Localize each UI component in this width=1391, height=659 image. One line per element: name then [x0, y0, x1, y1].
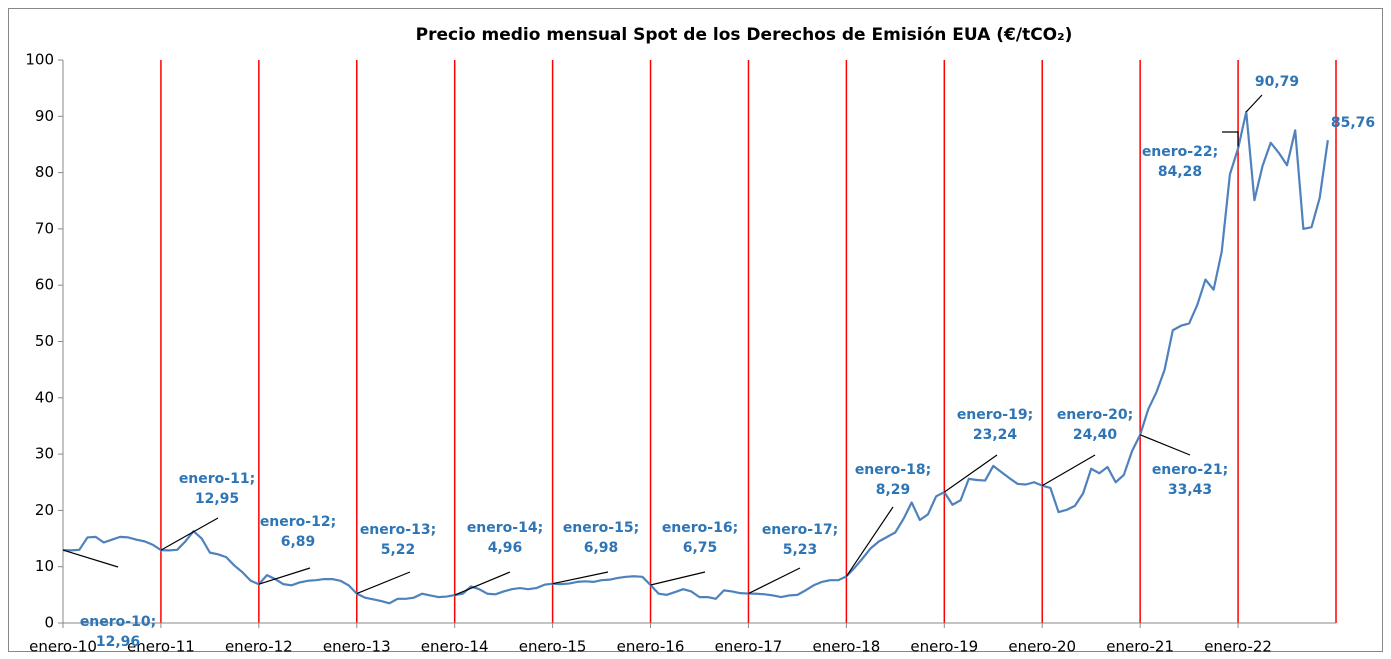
y-tick-label: 100	[25, 51, 54, 69]
data-label: enero-15; 6,98	[563, 520, 639, 556]
data-label-line: 23,24	[973, 427, 1018, 443]
chart-border	[8, 8, 1383, 652]
data-label-line: enero-16;	[662, 520, 738, 536]
data-label-line: 84,28	[1158, 164, 1202, 180]
x-tick-label: enero-22	[1204, 638, 1272, 656]
y-tick-label: 90	[35, 107, 54, 125]
data-label-line: 24,40	[1073, 427, 1118, 443]
leader-line	[845, 506, 894, 577]
leader-line	[454, 571, 511, 596]
data-label-line: 85,76	[1331, 115, 1375, 131]
data-label: enero-12; 6,89	[260, 514, 336, 550]
leader-line	[1139, 434, 1191, 456]
data-label-line: enero-15;	[563, 520, 639, 536]
data-label-line: enero-12;	[260, 514, 336, 530]
data-label-line: 5,23	[783, 542, 818, 558]
data-label-line: 90,79	[1255, 74, 1299, 90]
data-label-line: enero-19;	[957, 407, 1033, 423]
x-tick-label: enero-10	[29, 638, 97, 656]
leader-line	[1222, 131, 1239, 147]
data-label-line: 6,98	[584, 540, 619, 556]
y-tick-label: 30	[35, 445, 54, 463]
y-tick-label: 60	[35, 276, 54, 294]
data-label-line: 12,96	[96, 634, 140, 650]
data-label: enero-17; 5,23	[762, 522, 838, 558]
data-label: enero-21; 33,43	[1152, 462, 1228, 498]
data-label: enero-22; 84,28	[1142, 144, 1218, 180]
data-label-line: 33,43	[1168, 482, 1212, 498]
x-tick-label: enero-12	[225, 638, 293, 656]
data-label: enero-11; 12,95	[179, 471, 255, 507]
x-tick-label: enero-11	[127, 638, 195, 656]
data-label-line: enero-18;	[855, 462, 931, 478]
x-tick-label: enero-19	[910, 638, 978, 656]
data-label-line: enero-21;	[1152, 462, 1228, 478]
leader-line	[258, 567, 311, 585]
x-tick-label: enero-17	[715, 638, 783, 656]
data-label-line: 8,29	[876, 482, 911, 498]
leader-line	[62, 549, 119, 568]
data-label: enero-16; 6,75	[662, 520, 738, 556]
y-tick-label: 40	[35, 388, 54, 406]
chart-title: Precio medio mensual Spot de los Derecho…	[416, 25, 1073, 45]
data-label: enero-18; 8,29	[855, 462, 931, 498]
data-label-line: enero-17;	[762, 522, 838, 538]
data-label: enero-19; 23,24	[957, 407, 1033, 443]
data-label-line: enero-13;	[360, 522, 436, 538]
leader-line	[1041, 454, 1096, 487]
leader-line	[160, 517, 219, 551]
data-label: 85,76	[1331, 115, 1375, 131]
data-label: enero-20; 24,40	[1057, 407, 1133, 443]
y-tick-label: 80	[35, 163, 54, 181]
data-label-line: 6,89	[281, 534, 316, 550]
y-tick-label: 50	[35, 332, 54, 350]
data-label: enero-14; 4,96	[467, 520, 543, 556]
x-tick-label: enero-14	[421, 638, 489, 656]
data-label-line: enero-22;	[1142, 144, 1218, 160]
x-tick-label: enero-21	[1106, 638, 1174, 656]
data-label-line: enero-20;	[1057, 407, 1133, 423]
x-tick-label: enero-15	[519, 638, 587, 656]
leader-line	[650, 571, 706, 586]
data-label-line: 5,22	[381, 542, 416, 558]
data-label-line: 12,95	[195, 491, 239, 507]
data-label-line: 4,96	[488, 540, 523, 556]
leader-line	[748, 567, 801, 595]
y-tick-label: 20	[35, 501, 54, 519]
data-label-line: enero-10;	[80, 614, 156, 630]
y-tick-label: 10	[35, 557, 54, 575]
data-label-line: enero-11;	[179, 471, 255, 487]
x-tick-label: enero-20	[1008, 638, 1076, 656]
x-tick-label: enero-16	[617, 638, 685, 656]
data-label: enero-13; 5,22	[360, 522, 436, 558]
series-line	[62, 110, 1329, 605]
y-tick-label: 0	[44, 614, 54, 632]
leader-line	[1245, 94, 1263, 113]
data-label: 90,79	[1255, 74, 1299, 90]
data-label: enero-10; 12,96	[80, 614, 156, 650]
x-tick-label: enero-18	[813, 638, 881, 656]
data-label-line: 6,75	[683, 540, 718, 556]
leader-line	[356, 571, 411, 595]
x-tick-label: enero-13	[323, 638, 391, 656]
y-tick-label: 70	[35, 219, 54, 237]
leader-line	[943, 454, 998, 493]
leader-line	[552, 571, 609, 585]
data-label-line: enero-14;	[467, 520, 543, 536]
